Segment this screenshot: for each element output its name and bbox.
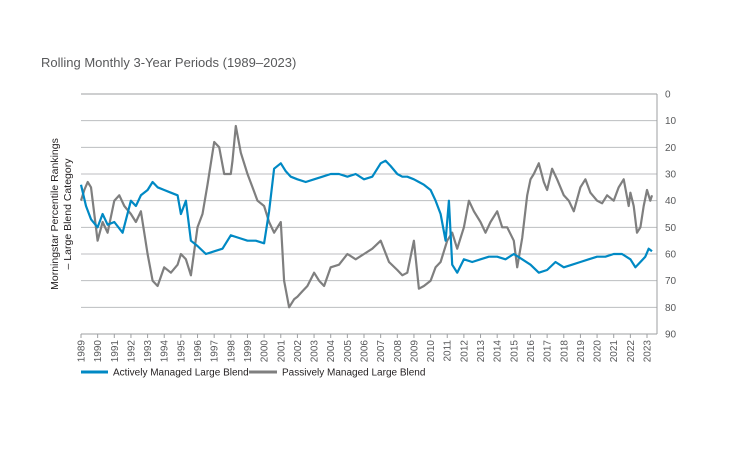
x-tick-label: 2013 <box>476 340 487 363</box>
legend-label-passive: Passively Managed Large Blend <box>282 368 425 379</box>
y-tick-label: 60 <box>665 250 677 261</box>
x-tick-label: 2007 <box>376 340 387 363</box>
x-tick-label: 2012 <box>459 340 470 363</box>
series-line-active <box>79 159 653 274</box>
x-tick-label: 2000 <box>260 340 271 363</box>
x-tick-label: 2010 <box>426 340 437 363</box>
x-tick-label: 2017 <box>543 340 554 363</box>
x-tick-label: 1998 <box>226 340 237 363</box>
x-tick-label: 2022 <box>626 340 637 363</box>
x-tick-label: 2005 <box>343 340 354 363</box>
x-tick-label: 2019 <box>576 340 587 363</box>
x-tick-label: 2003 <box>310 340 321 363</box>
y-axis-right: 0 10 20 30 40 50 60 70 80 90 <box>665 90 677 341</box>
x-tick-label: 1990 <box>93 340 104 363</box>
x-tick-label: 2016 <box>526 340 537 363</box>
x-tick-label: 2020 <box>593 340 604 363</box>
series-line-passive <box>79 124 654 309</box>
x-tick-label: 2021 <box>609 340 620 363</box>
x-tick-label: 1996 <box>193 340 204 363</box>
chart-title: Rolling Monthly 3-Year Periods (1989–202… <box>41 55 297 70</box>
x-tick-label: 1992 <box>126 340 137 363</box>
x-tick-label: 1991 <box>110 340 121 363</box>
x-tick-label: 2004 <box>326 340 337 363</box>
x-tick-label: 2014 <box>493 340 504 363</box>
x-tick-label: 1995 <box>176 340 187 363</box>
x-tick-label: 2009 <box>409 340 420 363</box>
x-axis: 1989 1990 1991 1992 1993 1994 1995 1996 1997 1998… <box>77 334 654 362</box>
x-tick-label: 2006 <box>360 340 371 363</box>
y-tick-label: 40 <box>665 196 677 207</box>
x-tick-label: 1999 <box>243 340 254 363</box>
y-tick-label: 30 <box>665 170 677 181</box>
y-axis-label-line-1: Morningstar Percentile Rankings <box>49 138 61 290</box>
y-tick-label: 90 <box>665 330 677 341</box>
x-tick-label: 1997 <box>210 340 221 363</box>
x-tick-label: 2015 <box>509 340 520 363</box>
legend-label-active: Actively Managed Large Blend <box>113 368 249 379</box>
x-tick-label: 2023 <box>643 340 654 363</box>
gridlines <box>81 93 658 335</box>
y-axis-label-line-2: – Large Blend Category <box>62 158 74 270</box>
y-tick-label: 20 <box>665 143 677 154</box>
y-tick-label: 80 <box>665 303 677 314</box>
x-tick-label: 2011 <box>443 340 454 362</box>
x-tick-label: 1989 <box>77 340 88 363</box>
y-axis-label: Morningstar Percentile Rankings – Large … <box>49 138 74 290</box>
x-tick-label: 1994 <box>160 340 171 363</box>
x-tick-label: 2008 <box>393 340 404 363</box>
y-tick-label: 70 <box>665 276 677 287</box>
legend: Actively Managed Large Blend Passively M… <box>81 368 425 379</box>
series-lines <box>79 124 654 309</box>
y-tick-label: 50 <box>665 223 677 234</box>
x-tick-label: 1993 <box>143 340 154 363</box>
x-tick-label: 2018 <box>559 340 570 363</box>
y-tick-label: 10 <box>665 116 677 127</box>
y-tick-label: 0 <box>665 90 671 101</box>
x-tick-label: 2002 <box>293 340 304 363</box>
x-tick-label: 2001 <box>276 340 287 363</box>
